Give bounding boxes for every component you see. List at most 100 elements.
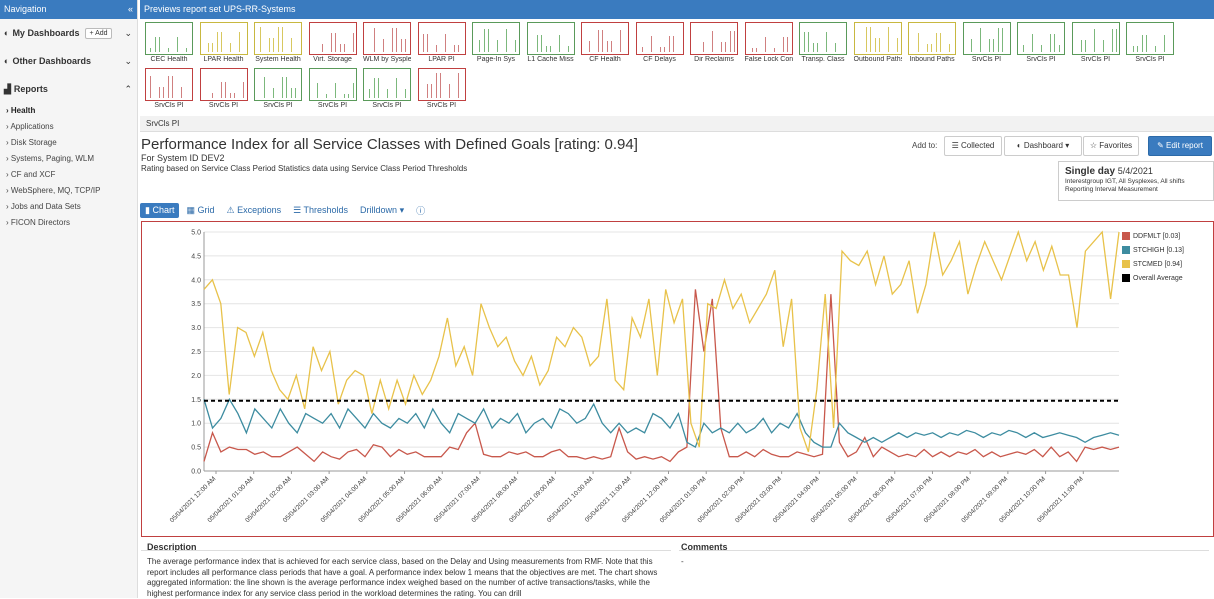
thumbnail-mark: [260, 27, 261, 52]
collected-button[interactable]: ☰ Collected: [944, 136, 1002, 156]
thumbnail-mark: [712, 31, 713, 52]
report-thumbnail[interactable]: CEC Health: [145, 22, 193, 66]
thumbnail-mark: [439, 73, 441, 98]
thumbnail-mark: [515, 40, 516, 52]
thumbnail-mark: [316, 83, 318, 98]
thumbnail-mark: [1050, 34, 1051, 52]
thumbnail-preview: [363, 68, 411, 101]
report-thumbnail[interactable]: SrvCls PI: [363, 68, 411, 112]
report-thumbnail[interactable]: False Lock Cont.: [744, 22, 793, 66]
thumbnail-mark: [558, 35, 560, 52]
y-tick-label: 3.0: [191, 325, 201, 332]
my-dashboards-label: My Dashboards: [12, 28, 80, 38]
report-thumbnail[interactable]: SrvCls PI: [308, 68, 357, 112]
thumbnail-mark: [1102, 40, 1104, 52]
report-thumbnail[interactable]: Transp. Class: [799, 22, 847, 66]
tab-label: Exceptions: [237, 204, 282, 215]
thumbnail-mark: [703, 42, 704, 52]
sidebar-item-disk-storage[interactable]: › Disk Storage: [6, 138, 57, 147]
chevron-up-icon[interactable]: ⌃: [124, 83, 132, 94]
legend-entry[interactable]: Overall Average: [1122, 271, 1184, 285]
single-day-info[interactable]: Single day 5/4/2021 Interestgroup IGT, A…: [1058, 161, 1214, 201]
edit-report-button[interactable]: ✎ Edit report: [1148, 136, 1212, 156]
tab-drilldown[interactable]: Drilldown ▾: [355, 203, 409, 218]
thumbnail-label: CF Health: [589, 56, 621, 63]
report-thumbnail[interactable]: Inbound Paths: [908, 22, 956, 66]
thumbnail-mark: [1054, 34, 1055, 52]
report-thumbnail[interactable]: Outbound Paths: [853, 22, 902, 66]
thumbnail-mark: [1142, 35, 1143, 52]
thumbnail-mark: [813, 43, 814, 52]
report-thumbnail[interactable]: SrvCls PI: [962, 22, 1011, 66]
report-thumbnail[interactable]: LPAR Health: [199, 22, 248, 66]
sidebar-item-systems-paging-wlm[interactable]: › Systems, Paging, WLM: [6, 154, 95, 163]
thumbnail-mark: [782, 37, 784, 52]
sidebar-item-ficon[interactable]: › FICON Directors: [6, 218, 71, 227]
report-thumbnail[interactable]: CF Health: [581, 22, 629, 66]
report-thumbnail[interactable]: LPAR PI: [417, 22, 466, 66]
report-thumbnail[interactable]: WLM by Sysplex: [363, 22, 411, 66]
thumbnail-mark: [264, 77, 265, 98]
report-thumbnail[interactable]: SrvCls PI: [1071, 22, 1120, 66]
thumbnail-mark: [949, 44, 950, 52]
thumbnail-label: CEC Health: [150, 56, 188, 63]
thumbnail-mark: [378, 78, 379, 98]
chevron-down-icon[interactable]: ⌄: [124, 55, 132, 66]
thumbnail-mark: [970, 39, 972, 52]
thumbnail-mark: [1032, 34, 1033, 52]
report-thumbnail[interactable]: SrvCls PI: [1126, 22, 1174, 66]
legend-entry[interactable]: DDFMLT [0.03]: [1122, 229, 1184, 243]
report-thumbnail[interactable]: SrvCls PI: [1017, 22, 1065, 66]
report-thumbnail[interactable]: L1 Cache Miss: [526, 22, 575, 66]
report-thumbnail[interactable]: System Health: [254, 22, 302, 66]
thumbnail-label: SrvCls PI: [263, 102, 293, 109]
tab-thresholds[interactable]: ☰ Thresholds: [288, 203, 353, 218]
dashboard-button[interactable]: ◐ Dashboard ▾: [1004, 136, 1082, 156]
thumbnail-mark: [1137, 46, 1138, 52]
thumbnail-mark: [334, 83, 336, 98]
dashboard-icon: ◐: [1016, 141, 1024, 150]
thumbnail-mark: [444, 34, 446, 52]
reports-section[interactable]: ▟ Reports ⌃: [0, 75, 137, 103]
report-subtitle: For System ID DEV2: [141, 153, 225, 163]
info-icon[interactable]: ⓘ: [416, 205, 426, 216]
thumbnail-label: SrvCls PI: [372, 102, 402, 109]
thumbnail-mark: [392, 28, 393, 52]
report-thumbnail[interactable]: SrvCls PI: [145, 68, 193, 112]
thumbnail-mark: [1093, 29, 1095, 52]
report-set-header: Previews report set UPS-RR-Systems: [140, 0, 1214, 19]
sidebar-item-applications[interactable]: › Applications: [6, 122, 54, 131]
thumbnail-mark: [286, 77, 287, 98]
sidebar-item-websphere[interactable]: › WebSphere, MQ, TCP/IP: [6, 186, 101, 195]
thumbnail-mark: [150, 48, 151, 52]
report-thumbnail[interactable]: Dir Reclaims: [690, 22, 738, 66]
report-thumbnail[interactable]: SrvCls PI: [417, 68, 466, 112]
thumbnail-mark: [567, 46, 569, 52]
chevron-down-icon[interactable]: ⌄: [124, 27, 132, 38]
other-dashboards-section[interactable]: ◐ Other Dashboards ⌄: [0, 47, 137, 75]
report-thumbnail[interactable]: CF Delays: [635, 22, 684, 66]
legend-entry[interactable]: STCMED [0.94]: [1122, 257, 1184, 271]
favorites-button[interactable]: ☆ Favorites: [1083, 136, 1139, 156]
sidebar-item-health[interactable]: › Health: [6, 106, 36, 115]
my-dashboards-section[interactable]: ◐ My Dashboards + Add ⌄: [0, 19, 137, 47]
report-thumbnail[interactable]: Virt. Storage: [308, 22, 357, 66]
thumbnail-mark: [808, 32, 809, 52]
report-thumbnail[interactable]: SrvCls PI: [199, 68, 248, 112]
tab-grid[interactable]: ▦ Grid: [181, 203, 219, 218]
legend-entry[interactable]: STCHIGH [0.13]: [1122, 243, 1184, 257]
report-thumbnail[interactable]: Page-In Sys: [472, 22, 520, 66]
collapse-icon[interactable]: «: [127, 4, 133, 14]
tab-exceptions[interactable]: ⚠ Exceptions: [222, 203, 287, 218]
reporting-interval-text: Reporting Interval Measurement: [1065, 186, 1158, 193]
thumbnail-mark: [611, 41, 612, 52]
thumbnail-mark: [540, 35, 542, 52]
thumbnail-mark: [931, 44, 932, 52]
y-tick-label: 2.0: [191, 373, 201, 380]
sidebar-item-cf-xcf[interactable]: › CF and XCF: [6, 170, 56, 179]
add-dashboard-button[interactable]: + Add: [85, 27, 112, 39]
report-thumbnail[interactable]: SrvCls PI: [254, 68, 302, 112]
tab-chart[interactable]: ▮ Chart: [140, 202, 180, 218]
thumbnail-preview: [363, 22, 411, 55]
sidebar-item-jobs-datasets[interactable]: › Jobs and Data Sets: [6, 202, 81, 211]
